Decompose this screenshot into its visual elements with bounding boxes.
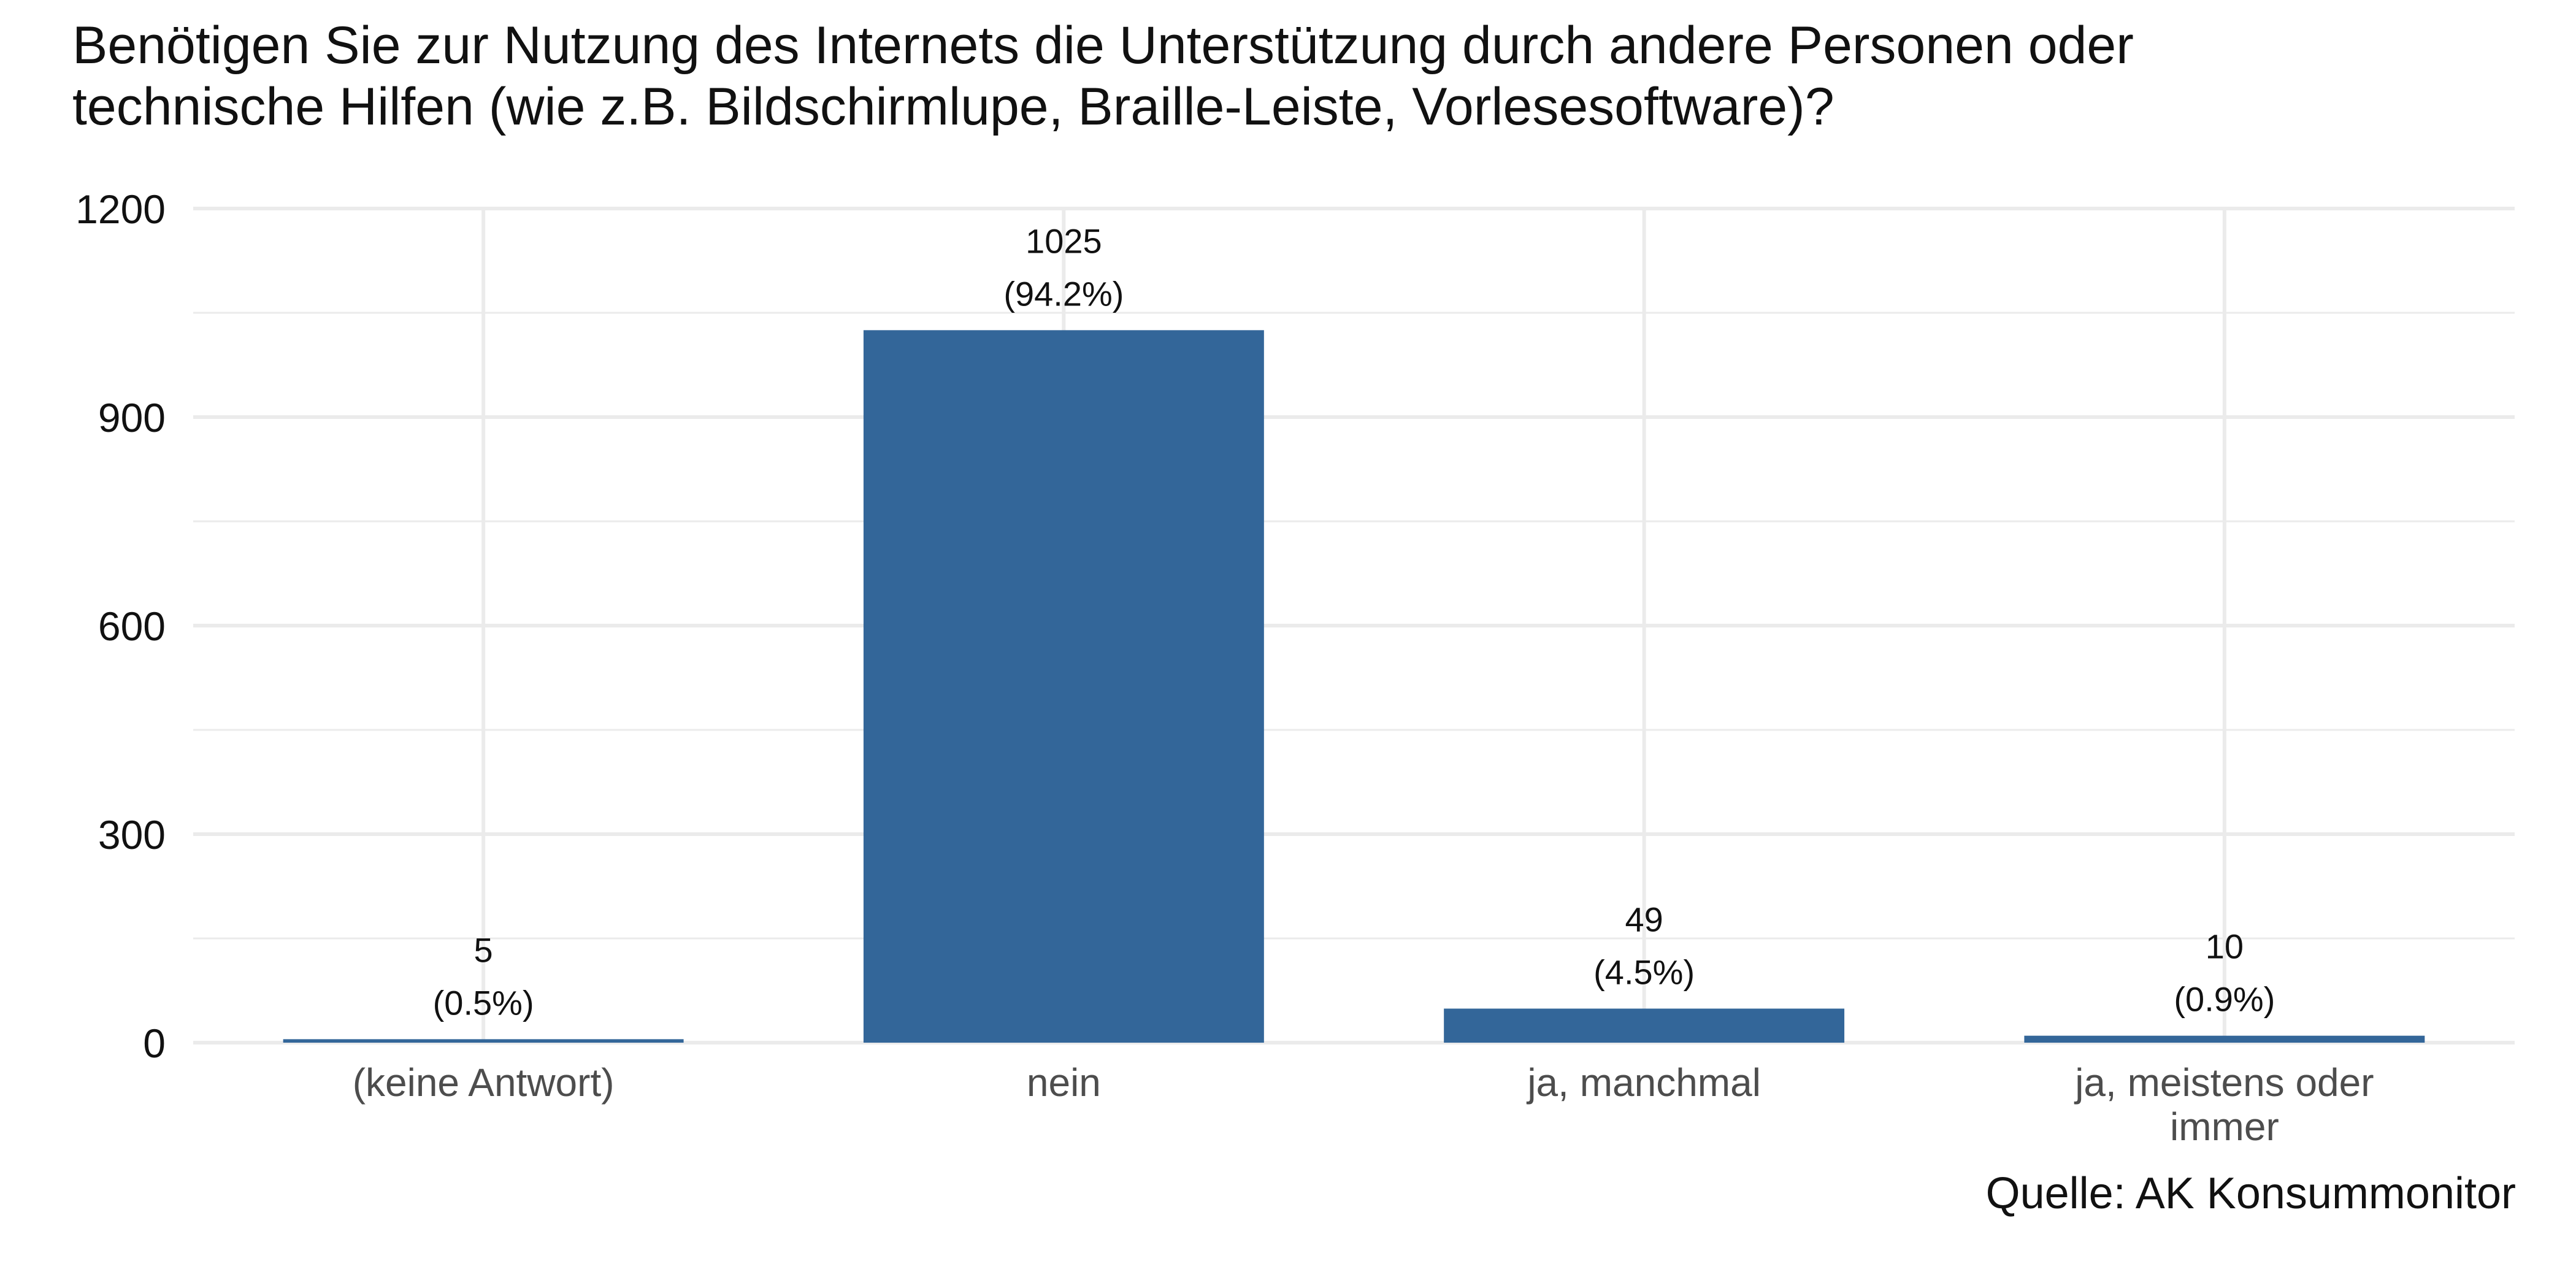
y-axis-tick-labels: 0 300 600 900 1200	[75, 186, 166, 1066]
bar-value-label: 49	[1625, 900, 1663, 938]
x-tick-label: (keine Antwort)	[353, 1060, 615, 1105]
bar-value-labels: 5 (0.5%) 1025 (94.2%) 49 (4.5%) 10 (0.9%)	[433, 221, 2275, 1022]
bar	[283, 1039, 684, 1043]
y-tick-label: 0	[143, 1021, 166, 1066]
x-tick-label: ja, manchmal	[1526, 1060, 1761, 1105]
x-tick-label: immer	[2170, 1105, 2279, 1149]
y-tick-label: 300	[98, 812, 166, 857]
chart-title-line-1: Benötigen Sie zur Nutzung des Internets …	[72, 16, 2134, 75]
bar-value-label: 5	[474, 930, 493, 969]
x-tick-label: ja, meistens oder	[2074, 1060, 2374, 1105]
chart-title: Benötigen Sie zur Nutzung des Internets …	[72, 15, 2464, 137]
bar-value-label: 10	[2206, 927, 2244, 966]
y-tick-label: 600	[98, 604, 166, 649]
bar-value-label: (0.9%)	[2174, 980, 2275, 1019]
source-caption: Quelle: AK Konsummonitor	[1985, 1169, 2516, 1218]
grid-lines	[193, 207, 2515, 1045]
x-axis-tick-labels: (keine Antwort) nein ja, manchmal ja, meist…	[353, 1060, 2374, 1149]
bar-value-label: (0.5%)	[433, 983, 534, 1022]
chart-title-line-2: technische Hilfen (wie z.B. Bildschirmlu…	[72, 77, 1834, 136]
bars	[283, 330, 2425, 1043]
bar	[863, 330, 1264, 1043]
bar-value-label: (94.2%)	[1003, 274, 1124, 313]
y-tick-label: 1200	[75, 186, 166, 232]
bar	[1444, 1008, 1845, 1043]
bar-value-label: (4.5%)	[1593, 953, 1695, 991]
y-tick-label: 900	[98, 395, 166, 440]
bar	[2024, 1035, 2425, 1043]
bar-value-label: 1025	[1025, 221, 1102, 260]
x-tick-label: nein	[1027, 1060, 1101, 1105]
